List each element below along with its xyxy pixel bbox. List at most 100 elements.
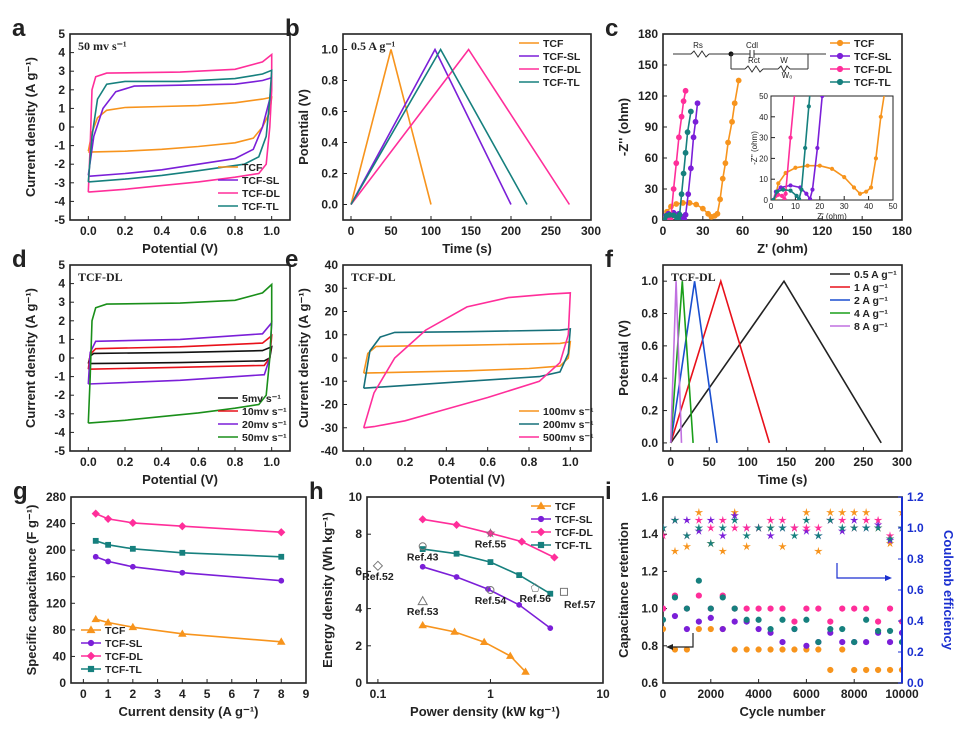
x-tick-label: 9 xyxy=(303,687,310,701)
data-point-tcf-left xyxy=(779,646,786,653)
data-point xyxy=(179,569,186,576)
y-tick-label: 0.0 xyxy=(321,198,338,212)
data-point-tcf-right xyxy=(694,507,704,517)
data-point-tcf-tl-left xyxy=(695,577,702,584)
legend-entry: 200mv s⁻¹ xyxy=(543,419,594,431)
reference-label: Ref.54 xyxy=(475,595,507,607)
data-point-tcf-sl-right xyxy=(766,531,775,540)
y-right-tick-label: 1.0 xyxy=(907,521,924,535)
data-point xyxy=(722,160,729,167)
data-point-tcf-dl-right xyxy=(694,515,704,524)
y-axis-label: Potential (V) xyxy=(296,89,311,165)
data-point-tcf-tl-right xyxy=(873,523,883,532)
y-axis-label: -Z'' (ohm) xyxy=(616,98,631,156)
data-point-tcf-dl-right xyxy=(766,515,775,524)
x-tick-label: 30 xyxy=(840,202,849,211)
x-tick-label: 30 xyxy=(696,224,710,238)
data-point xyxy=(179,549,186,556)
y-tick-label: 4 xyxy=(355,602,362,616)
x-tick-label: 180 xyxy=(892,224,912,238)
data-point-tcf-tl-right xyxy=(814,531,823,540)
left-arrowhead-icon xyxy=(666,644,673,650)
x-tick-label: 100 xyxy=(421,224,441,238)
data-point-tcf-dl-left xyxy=(791,618,798,625)
series-group xyxy=(350,47,571,205)
legend-entry: 2 A g⁻¹ xyxy=(854,295,888,307)
data-point xyxy=(547,590,554,597)
data-point xyxy=(796,196,802,200)
data-point-tcf-left xyxy=(743,646,750,653)
x-tick-label: 4000 xyxy=(745,687,772,701)
x-tick-label: 10 xyxy=(791,202,800,211)
data-point-tcf-tl-right xyxy=(766,523,775,532)
y-tick-label: -3 xyxy=(54,407,65,421)
data-point-tcf-tl-right xyxy=(754,523,763,532)
y-axis-label: Potential (V) xyxy=(616,320,631,396)
data-point xyxy=(851,185,857,190)
x-tick-label: 0.4 xyxy=(153,224,170,238)
data-point xyxy=(276,637,286,645)
y-tick-label: -2 xyxy=(54,157,65,171)
circuit-label: Rs xyxy=(693,41,703,50)
y-tick-label: 0.6 xyxy=(641,676,658,690)
x-tick-label: 1.0 xyxy=(562,455,579,469)
data-point-tcf-right xyxy=(849,507,859,517)
x-tick-label: 0 xyxy=(348,224,355,238)
x-tick-label: 90 xyxy=(776,224,790,238)
data-point-tcf-dl-left xyxy=(875,618,882,625)
data-point-tcf-tl-left xyxy=(743,616,750,623)
data-point-tcf-tl-left xyxy=(791,625,798,633)
legend-marker xyxy=(537,541,545,549)
x-tick-label: 0.1 xyxy=(370,687,387,701)
x-tick-label: 2000 xyxy=(697,687,724,701)
legend-marker xyxy=(836,65,844,73)
legend-marker xyxy=(87,665,95,673)
legend-entry: TCF-TL xyxy=(543,77,580,89)
data-point xyxy=(783,191,788,196)
legend-marker xyxy=(86,651,96,661)
data-point-tcf-dl-right xyxy=(837,515,847,524)
data-point xyxy=(682,149,689,156)
data-point-tcf-tl-right xyxy=(837,523,847,532)
x-tick-label: 1.0 xyxy=(263,224,280,238)
panel-letter: h xyxy=(309,478,324,505)
reference-marker xyxy=(417,595,429,606)
y-tick-label: 0.8 xyxy=(321,74,338,88)
y-tick-label: 0 xyxy=(355,676,362,690)
data-point xyxy=(693,201,700,208)
data-point xyxy=(729,118,735,125)
data-point xyxy=(788,183,793,188)
data-point-tcf-left xyxy=(875,666,882,674)
reference-label: Ref.55 xyxy=(475,538,507,550)
data-point xyxy=(92,553,99,560)
inset-chart: 0 10 20 30 40 50 0 10 20 30 40 50 Z' (ohm) -Z'' (ohm) xyxy=(750,22,898,221)
data-point-tcf-tl-left xyxy=(663,616,667,623)
x-tick-label: 0.0 xyxy=(355,455,372,469)
data-point-tcf-dl-right xyxy=(778,515,787,524)
legend-entry: 5mv s⁻¹ xyxy=(242,393,281,405)
data-point xyxy=(278,553,285,560)
x-axis-label: Current density (A g⁻¹) xyxy=(119,704,259,719)
data-point-tcf-dl-left xyxy=(663,605,667,612)
reference-marker xyxy=(485,528,496,538)
data-point-tcf-dl-left xyxy=(827,618,834,625)
series-line-tcf-sl xyxy=(350,47,512,205)
y-tick-label: 0.0 xyxy=(641,436,658,450)
reference-marker xyxy=(372,560,384,572)
x-axis-label: Potential (V) xyxy=(142,472,218,487)
y-tick-label: 200 xyxy=(46,543,66,557)
data-point xyxy=(103,618,113,626)
data-point xyxy=(776,181,781,186)
x-tick-label: 7 xyxy=(253,687,260,701)
y-axis-label: Current density (A g⁻¹) xyxy=(23,288,38,428)
legend-entry: 0.5 A g⁻¹ xyxy=(854,269,897,281)
y-tick-label: 160 xyxy=(46,570,66,584)
data-point xyxy=(815,22,818,25)
y-tick-label: -5 xyxy=(54,444,65,458)
data-point xyxy=(92,537,99,544)
y-right-axis-label: Coulomb efficiency xyxy=(941,530,955,651)
data-point-tcf-right xyxy=(814,546,823,555)
data-point-tcf-left xyxy=(731,646,738,653)
x-tick-label: 150 xyxy=(776,455,796,469)
y-tick-label: 40 xyxy=(53,649,67,663)
